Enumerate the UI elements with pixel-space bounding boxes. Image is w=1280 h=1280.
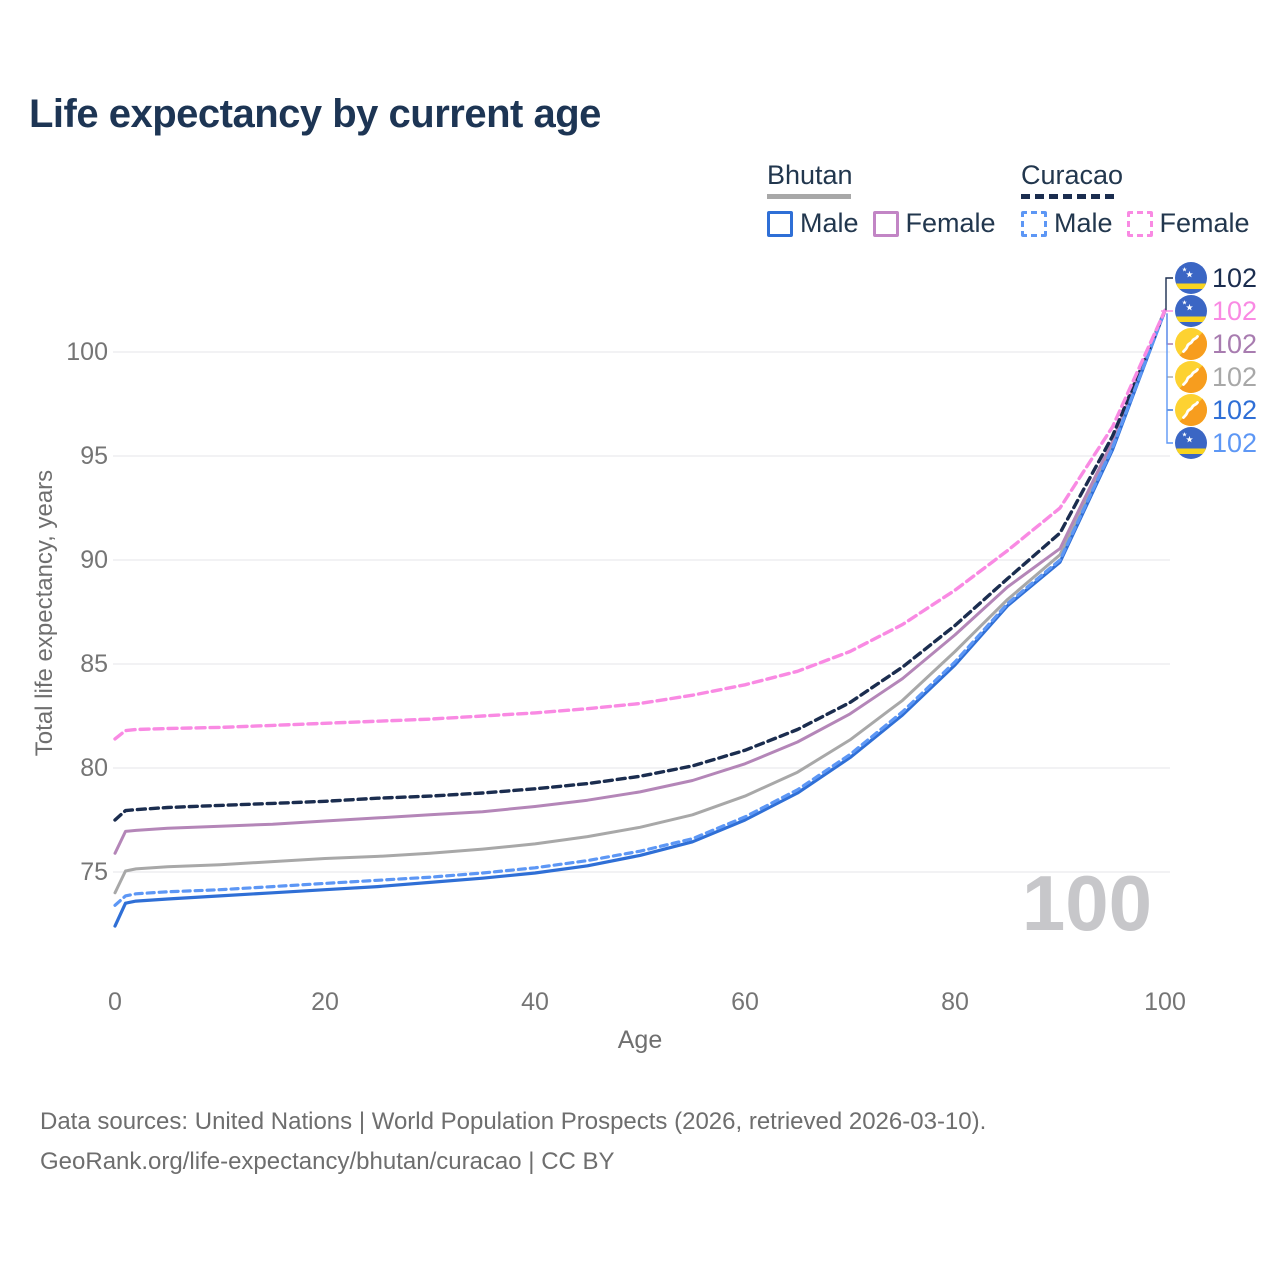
end-value: 102 (1212, 394, 1258, 425)
y-tick-85: 85 (80, 650, 108, 678)
end-label-curacao-female: 102 (1175, 294, 1257, 328)
legend-label-curacao-male[interactable]: Male (1054, 208, 1113, 238)
series-line-bhutan-female[interactable] (113, 308, 1167, 855)
curacao-flag-icon (1175, 262, 1207, 294)
legend-swatch-curacao-female[interactable] (1126, 210, 1153, 237)
y-tick-80: 80 (80, 754, 108, 782)
x-tick-0: 0 (108, 988, 122, 1016)
bhutan-flag-icon (1175, 394, 1207, 426)
legend-group-bhutan: Bhutan Male Female (767, 160, 996, 239)
series-line-bhutan-male[interactable] (113, 308, 1167, 928)
source-url-note: GeoRank.org/life-expectancy/bhutan/curac… (40, 1148, 615, 1175)
legend-swatch-bhutan-male[interactable] (767, 210, 793, 237)
series-line-curacao-both[interactable] (113, 308, 1167, 822)
page-title: Life expectancy by current age (29, 92, 601, 136)
bhutan-flag-icon (1175, 361, 1207, 393)
y-axis-title: Total life expectancy, years (31, 469, 58, 757)
y-tick-95: 95 (80, 442, 108, 470)
curacao-flag-icon (1175, 295, 1207, 327)
end-label-curacao-male: 102 (1175, 426, 1257, 460)
x-tick-20: 20 (311, 988, 339, 1016)
end-value: 102 (1212, 361, 1258, 392)
y-tick-90: 90 (80, 546, 108, 574)
end-value: 102 (1212, 328, 1258, 359)
y-tick-75: 75 (80, 858, 108, 886)
end-value: 102 (1212, 295, 1258, 326)
x-tick-60: 60 (731, 988, 759, 1016)
end-label-bhutan-female: 102 (1175, 327, 1257, 361)
curacao-flag-icon (1175, 427, 1207, 459)
legend-country-bhutan[interactable]: Bhutan (767, 160, 853, 190)
end-value: 102 (1212, 262, 1258, 293)
label-connector (1166, 313, 1173, 444)
x-axis-title: Age (617, 1026, 663, 1054)
end-label-curacao-both: 102 (1175, 261, 1257, 295)
legend-label-bhutan-female[interactable]: Female (905, 208, 996, 238)
x-tick-80: 80 (941, 988, 969, 1016)
series-line-curacao-male[interactable] (113, 308, 1167, 907)
legend-label-bhutan-male[interactable]: Male (800, 208, 859, 238)
legend-country-curacao[interactable]: Curacao (1021, 160, 1124, 190)
legend-line-sample-curacao (1021, 194, 1115, 199)
x-tick-100: 100 (1144, 988, 1186, 1016)
legend-group-curacao: Curacao Male Female (1021, 160, 1250, 239)
x-tick-40: 40 (521, 988, 549, 1016)
bhutan-flag-icon (1175, 328, 1207, 360)
series-line-bhutan-both[interactable] (113, 308, 1167, 895)
legend-swatch-curacao-male[interactable] (1021, 210, 1047, 237)
legend-swatch-bhutan-female[interactable] (872, 210, 899, 237)
end-label-bhutan-male: 102 (1175, 393, 1257, 427)
legend-line-sample-bhutan (767, 194, 851, 199)
legend-label-curacao-female[interactable]: Female (1159, 208, 1250, 238)
end-value: 102 (1212, 427, 1258, 458)
series-line-curacao-female[interactable] (113, 308, 1167, 741)
label-connector (1166, 313, 1173, 345)
y-tick-100: 100 (66, 338, 108, 366)
label-connector (1165, 277, 1173, 311)
end-label-bhutan-both: 102 (1175, 360, 1257, 394)
age-watermark: 100 (1021, 859, 1152, 947)
data-sources-note: Data sources: United Nations | World Pop… (40, 1108, 987, 1135)
